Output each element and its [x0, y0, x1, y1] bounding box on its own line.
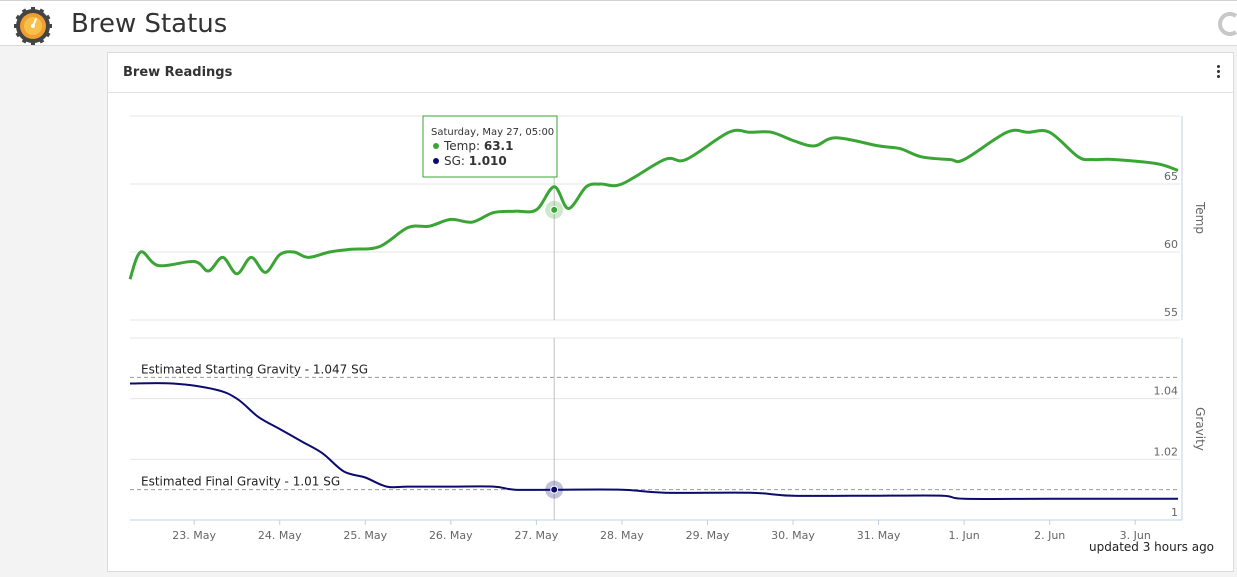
y-tick-label: 60	[1164, 238, 1178, 251]
tooltip-sg-value: 1.010	[469, 154, 507, 168]
updated-timestamp: updated 3 hours ago	[1089, 540, 1215, 554]
card-header: Brew Readings	[108, 53, 1233, 93]
tooltip-date: Saturday, May 27, 05:00	[431, 127, 554, 138]
x-tick-label: 31. May	[857, 529, 901, 542]
tooltip-temp-value: 63.1	[484, 139, 514, 153]
x-tick-label: 23. May	[172, 529, 216, 542]
y-axis-title: Gravity	[1193, 407, 1207, 451]
y-tick-label: 55	[1164, 306, 1178, 319]
y-tick-label: 1.02	[1154, 445, 1179, 458]
brew-logo-icon	[14, 7, 52, 45]
x-tick-label: 3. Jun	[1120, 529, 1151, 542]
x-tick-label: 26. May	[429, 529, 473, 542]
more-options-icon[interactable]	[1215, 65, 1221, 81]
x-tick-label: 25. May	[343, 529, 387, 542]
y-tick-label: 1.04	[1154, 385, 1179, 398]
tooltip-temp: Temp: 63.1	[443, 139, 513, 153]
x-tick-label: 29. May	[686, 529, 730, 542]
top-bar: Brew Status	[0, 0, 1237, 46]
y-axis-title: Temp	[1193, 201, 1207, 234]
refresh-icon[interactable]	[1218, 11, 1237, 37]
plot-line-label: Estimated Starting Gravity - 1.047 SG	[141, 362, 368, 376]
x-tick-label: 24. May	[258, 529, 302, 542]
x-tick-label: 2. Jun	[1034, 529, 1065, 542]
page-title: Brew Status	[71, 9, 228, 39]
tooltip-sg: SG: 1.010	[444, 154, 507, 168]
x-tick-label: 28. May	[600, 529, 644, 542]
chart-tooltip: Saturday, May 27, 05:00 Temp: 63.1 SG: 1…	[422, 115, 558, 178]
y-tick-label: 65	[1164, 170, 1178, 183]
y-tick-label: 1	[1171, 506, 1178, 519]
sg-series-line	[129, 382, 1178, 501]
tooltip-temp-label: Temp:	[443, 139, 484, 153]
plot-line-label: Estimated Final Gravity - 1.01 SG	[141, 475, 340, 489]
x-tick-label: 27. May	[515, 529, 559, 542]
sg-hover-point	[550, 485, 559, 494]
tooltip-sg-label: SG:	[444, 154, 469, 168]
x-tick-label: 30. May	[771, 529, 815, 542]
x-tick-label: 1. Jun	[949, 529, 980, 542]
brew-readings-card: Brew Readings	[107, 52, 1234, 572]
tooltip-sg-dot	[433, 158, 439, 164]
card-title: Brew Readings	[123, 65, 233, 80]
tooltip-temp-dot	[433, 143, 439, 149]
temp-series-line	[128, 128, 1179, 280]
temp-hover-point	[550, 205, 559, 214]
